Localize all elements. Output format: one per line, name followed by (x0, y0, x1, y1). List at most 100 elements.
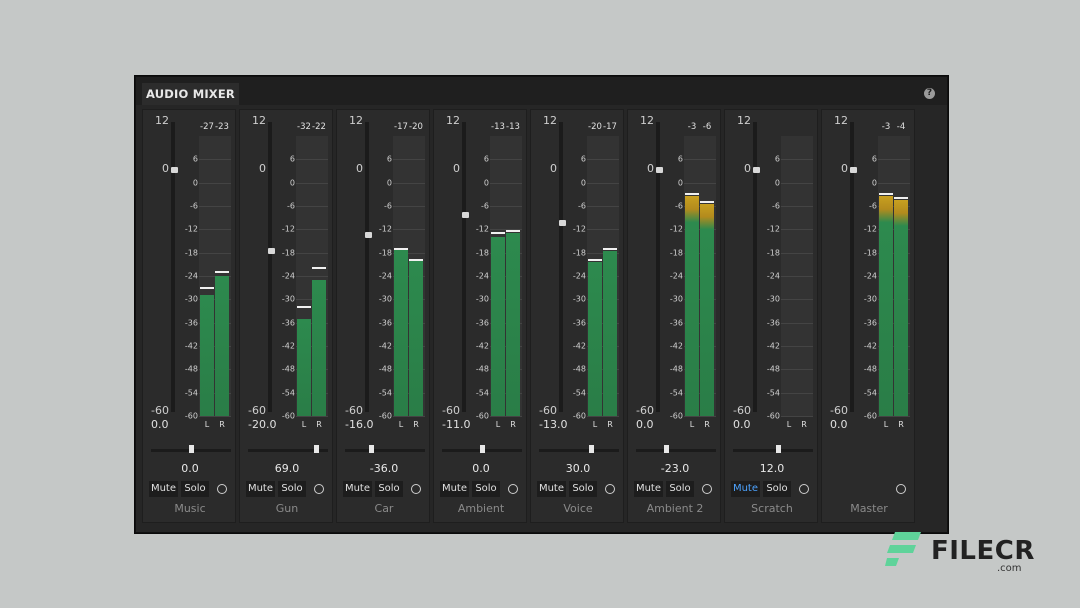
pan-slider[interactable] (248, 449, 328, 452)
pan-value[interactable]: -36.0 (369, 462, 399, 475)
gain-readout[interactable]: -11.0 (442, 418, 471, 431)
pan-slider-handle[interactable] (368, 445, 374, 453)
record-arm-icon[interactable] (605, 484, 615, 494)
fader-scale-label: 12 (446, 114, 460, 127)
gain-readout[interactable]: -13.0 (539, 418, 568, 431)
meter-tick-label: -36 (281, 318, 295, 328)
fader-scale-label: 12 (155, 114, 169, 127)
pan-slider-handle[interactable] (775, 445, 781, 453)
record-arm-icon[interactable] (896, 484, 906, 494)
meter-tick-label: 6 (289, 154, 295, 164)
mute-button[interactable]: Mute (149, 481, 178, 497)
pan-slider[interactable] (345, 449, 425, 452)
volume-fader-track[interactable] (559, 122, 563, 412)
meter-tick-label: -6 (675, 201, 683, 211)
pan-value[interactable]: 69.0 (274, 462, 300, 475)
gain-readout[interactable]: 0.0 (733, 418, 751, 431)
pan-value[interactable]: 12.0 (759, 462, 785, 475)
volume-fader-handle[interactable] (850, 167, 857, 174)
volume-fader-handle[interactable] (268, 247, 275, 254)
record-arm-icon[interactable] (411, 484, 421, 494)
pan-slider[interactable] (733, 449, 813, 452)
channel-right-label: R (607, 420, 613, 429)
channel-strip: 12 0 -60 6 0 -6 -12 -18 -24 -30 -36 -42 -48 -54 -60 L R 0… (724, 109, 818, 523)
meter-tick-label: -24 (281, 271, 295, 281)
meter-tick-label: -6 (190, 201, 198, 211)
record-arm-icon[interactable] (702, 484, 712, 494)
volume-fader-track[interactable] (462, 122, 466, 412)
level-meter (490, 136, 522, 417)
help-icon[interactable]: ? (924, 88, 935, 99)
volume-fader-handle[interactable] (753, 167, 760, 174)
gain-readout[interactable]: 0.0 (830, 418, 848, 431)
record-arm-icon[interactable] (799, 484, 809, 494)
volume-fader-track[interactable] (850, 122, 854, 412)
pan-slider-handle[interactable] (314, 445, 319, 453)
mute-button[interactable]: Mute (246, 481, 275, 497)
mute-button[interactable]: Mute (440, 481, 469, 497)
meter-tick-label: -30 (572, 294, 586, 304)
meter-tick-label: -24 (378, 271, 392, 281)
record-arm-icon[interactable] (314, 484, 324, 494)
pan-value[interactable]: 0.0 (472, 462, 490, 475)
mute-button[interactable]: Mute (634, 481, 663, 497)
channel-right-label: R (704, 420, 710, 429)
solo-button[interactable]: Solo (763, 481, 791, 497)
solo-button[interactable]: Solo (472, 481, 500, 497)
channel-strip: 12 0 -60 6 0 -6 -12 -18 -24 -30 -36 -42 -48 -54 -60 -27… (142, 109, 236, 523)
volume-fader-handle[interactable] (559, 219, 566, 226)
audio-mixer-panel: AUDIO MIXER ? 12 0 -60 6 0 -6 -12 -18 -24 -30 -36-… (135, 76, 948, 533)
gain-readout[interactable]: -20.0 (248, 418, 277, 431)
meter-tick-label: -30 (378, 294, 392, 304)
meter-tick-label: -12 (669, 224, 683, 234)
volume-fader-track[interactable] (753, 122, 757, 412)
pan-slider[interactable] (539, 449, 619, 452)
mute-button[interactable]: Mute (731, 481, 760, 497)
peak-value-label: -20 (409, 122, 423, 132)
meter-tick-label: -30 (475, 294, 489, 304)
volume-fader-handle[interactable] (365, 231, 372, 238)
volume-fader-handle[interactable] (656, 167, 663, 174)
volume-fader-handle[interactable] (462, 211, 469, 218)
meter-bar-left (685, 196, 699, 416)
meter-tick-label: -60 (572, 411, 586, 421)
pan-slider-handle[interactable] (480, 445, 485, 453)
peak-value-label: -3 (687, 122, 697, 132)
pan-slider[interactable] (636, 449, 716, 452)
fader-scale-label: 0 (259, 162, 266, 176)
solo-button[interactable]: Solo (569, 481, 597, 497)
panel-tab-audio-mixer[interactable]: AUDIO MIXER (142, 83, 239, 105)
pan-slider-handle[interactable] (589, 445, 594, 453)
volume-fader-track[interactable] (268, 122, 272, 412)
volume-fader-handle[interactable] (171, 167, 178, 174)
mute-button[interactable]: Mute (343, 481, 372, 497)
meter-bar-right (312, 279, 326, 416)
channel-right-label: R (510, 420, 516, 429)
record-arm-icon[interactable] (217, 484, 227, 494)
volume-fader-track[interactable] (171, 122, 175, 412)
solo-button[interactable]: Solo (181, 481, 209, 497)
level-meter (199, 136, 231, 417)
pan-value[interactable]: 30.0 (565, 462, 591, 475)
volume-fader-track[interactable] (365, 122, 369, 412)
peak-hold-marker (200, 286, 214, 289)
record-arm-icon[interactable] (508, 484, 518, 494)
meter-tick-label: -12 (572, 224, 586, 234)
solo-button[interactable]: Solo (666, 481, 694, 497)
mute-button[interactable]: Mute (537, 481, 566, 497)
solo-button[interactable]: Solo (375, 481, 403, 497)
meter-tick-label: -30 (766, 294, 780, 304)
level-meter (296, 136, 328, 417)
gain-readout[interactable]: 0.0 (151, 418, 169, 431)
pan-value[interactable]: -23.0 (660, 462, 690, 475)
pan-slider-handle[interactable] (664, 445, 670, 453)
gain-readout[interactable]: -16.0 (345, 418, 374, 431)
pan-value[interactable]: 0.0 (181, 462, 199, 475)
gain-readout[interactable]: 0.0 (636, 418, 654, 431)
pan-slider-handle[interactable] (189, 445, 194, 453)
solo-button[interactable]: Solo (278, 481, 306, 497)
channel-right-label: R (316, 420, 322, 429)
meter-tick-label: -36 (475, 318, 489, 328)
meter-tick-label: -42 (863, 341, 877, 351)
volume-fader-track[interactable] (656, 122, 660, 412)
